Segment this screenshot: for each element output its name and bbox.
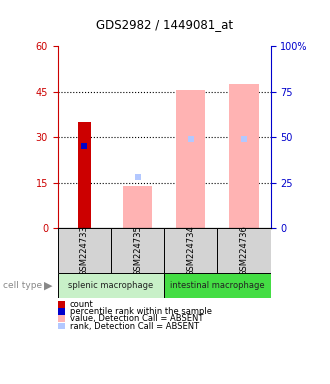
Bar [164, 273, 271, 298]
Text: percentile rank within the sample: percentile rank within the sample [70, 307, 212, 316]
Text: intestinal macrophage: intestinal macrophage [170, 281, 265, 290]
Text: cell type: cell type [3, 281, 43, 290]
Text: ▶: ▶ [44, 280, 52, 291]
Text: rank, Detection Call = ABSENT: rank, Detection Call = ABSENT [70, 321, 199, 331]
Bar [78, 122, 91, 228]
Bar [123, 186, 152, 228]
Bar [229, 84, 259, 228]
Text: GSM224735: GSM224735 [133, 225, 142, 276]
Text: GSM224733: GSM224733 [80, 225, 89, 276]
Text: GSM224734: GSM224734 [186, 225, 195, 276]
Text: value, Detection Call = ABSENT: value, Detection Call = ABSENT [70, 314, 203, 323]
Bar [111, 228, 164, 273]
Text: splenic macrophage: splenic macrophage [68, 281, 153, 290]
Bar [58, 228, 111, 273]
Text: GSM224736: GSM224736 [240, 225, 248, 276]
Bar [164, 228, 217, 273]
Bar [217, 228, 271, 273]
Text: GDS2982 / 1449081_at: GDS2982 / 1449081_at [96, 18, 234, 31]
Text: count: count [70, 300, 93, 309]
Bar [58, 273, 164, 298]
Bar [176, 90, 205, 228]
